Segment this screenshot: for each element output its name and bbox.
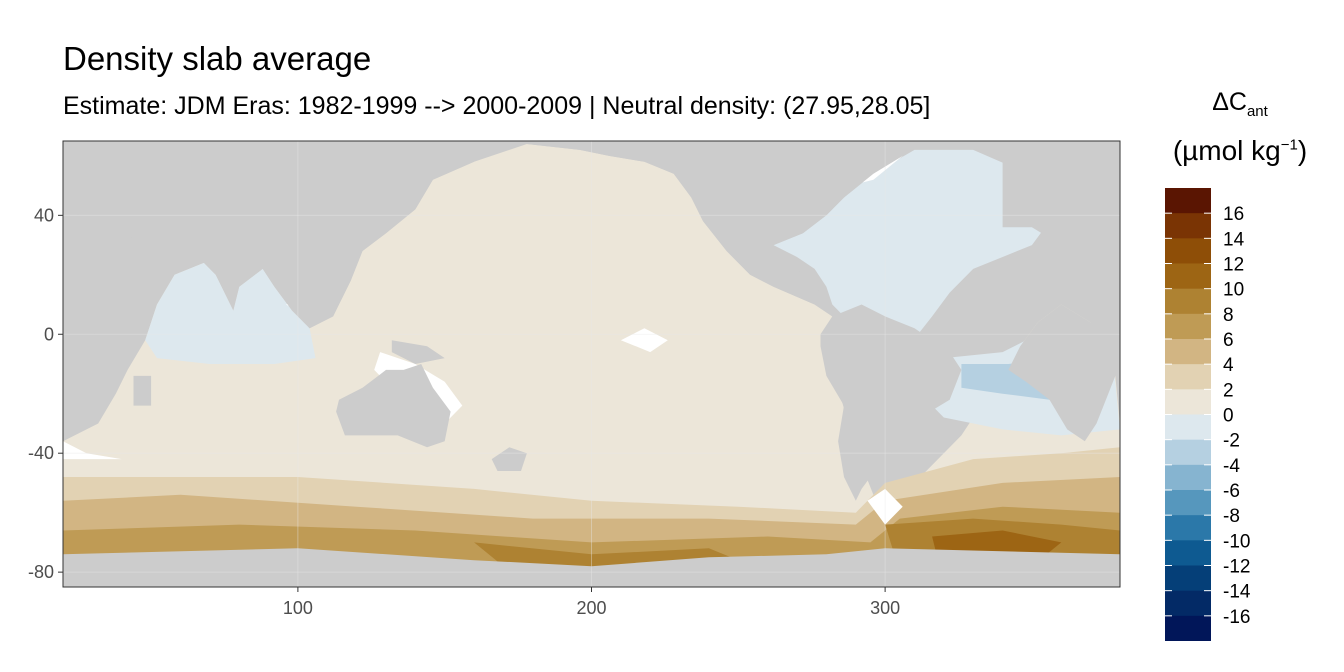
legend-swatch [1165, 389, 1211, 415]
legend-swatch [1165, 540, 1211, 566]
legend-swatch [1165, 339, 1211, 365]
legend-title-unit: (µmol kg−1) [1172, 135, 1308, 166]
land-madagascar [133, 375, 152, 406]
land-africa [63, 209, 181, 442]
legend-label: -10 [1223, 531, 1250, 552]
legend-label: -2 [1223, 431, 1240, 452]
legend-swatch [1165, 364, 1211, 390]
region-north-indian [145, 262, 316, 364]
legend-swatch [1165, 238, 1211, 264]
legend-label: -6 [1223, 481, 1240, 502]
legend-swatch [1165, 313, 1211, 340]
gridlines [63, 141, 1120, 587]
x-tick-label: 300 [870, 598, 900, 618]
legend-title-symbol: ΔCant [1212, 88, 1268, 120]
legend-swatch [1165, 263, 1211, 290]
y-tick-label: 40 [34, 205, 54, 225]
map-subtitle: Estimate: JDM Eras: 1982-1999 --> 2000-2… [63, 92, 931, 120]
region-north-atlantic [773, 149, 1050, 353]
legend-swatch [1165, 590, 1211, 617]
legend-swatch [1165, 464, 1211, 491]
legend-label: -16 [1223, 607, 1250, 628]
land-south-america [820, 304, 962, 501]
legend-label: -14 [1223, 582, 1251, 603]
legend-swatch [1165, 515, 1211, 541]
legend-label: -8 [1223, 506, 1240, 527]
legend-swatch [1165, 288, 1211, 315]
y-tick-label: -40 [28, 443, 54, 463]
land-africa-east [1002, 141, 1120, 442]
legend-swatch [1165, 188, 1211, 214]
map-title: Density slab average [63, 40, 372, 77]
land-north-america [526, 141, 913, 317]
land-new-guinea [391, 340, 445, 364]
legend-swatch [1165, 615, 1211, 641]
x-tick-label: 100 [283, 598, 313, 618]
legend-label: 8 [1223, 305, 1234, 326]
legend-label: 16 [1223, 204, 1244, 225]
legend-swatch [1165, 213, 1211, 239]
legend-label: -4 [1223, 456, 1240, 477]
legend-label: 0 [1223, 406, 1234, 427]
legend-swatch [1165, 565, 1211, 592]
legend-label: 6 [1223, 330, 1234, 351]
land-eurasia [63, 141, 475, 329]
x-tick-label: 200 [576, 598, 606, 618]
legend-label: 10 [1223, 280, 1244, 301]
map-panel [63, 85, 1120, 587]
nodata-sw [63, 441, 122, 460]
legend-label: 2 [1223, 380, 1234, 401]
legend-swatch [1165, 414, 1211, 441]
legend-colorbar: 16 14 12 10 8 6 4 2 0 -2 -4 -6 -8 -10 -12 -14 -16 [1165, 188, 1251, 641]
legend-label: 12 [1223, 255, 1244, 276]
land-greenland [885, 85, 991, 127]
legend-swatch [1165, 490, 1211, 516]
y-tick-label: -80 [28, 562, 54, 582]
legend-label: 14 [1223, 229, 1245, 250]
legend-label: 4 [1223, 355, 1234, 376]
legend-label: -12 [1223, 557, 1250, 578]
legend-swatch [1165, 439, 1211, 466]
y-tick-label: 0 [44, 324, 54, 344]
land-australia [336, 364, 451, 448]
